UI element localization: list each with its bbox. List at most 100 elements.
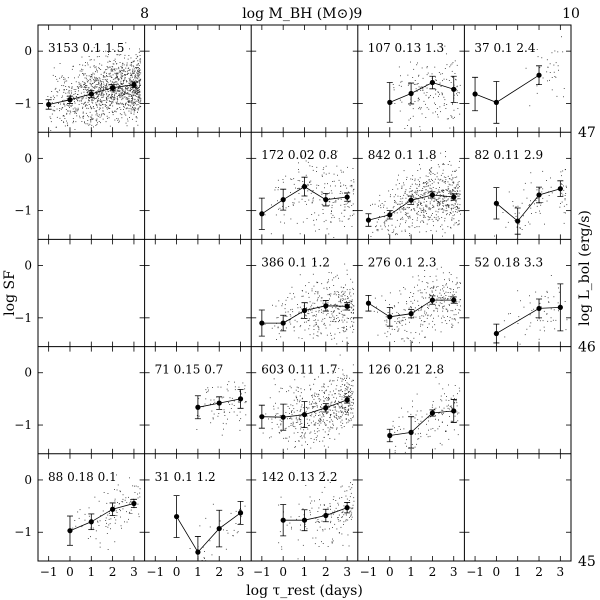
scatter-point	[332, 527, 333, 528]
scatter-point	[418, 310, 420, 312]
scatter-point	[330, 426, 331, 428]
scatter-point	[308, 296, 310, 298]
scatter-point	[345, 185, 347, 187]
scatter-point	[377, 230, 379, 232]
scatter-point	[345, 495, 347, 497]
scatter-point	[430, 230, 432, 231]
scatter-point	[75, 121, 77, 123]
scatter-point	[353, 189, 354, 190]
scatter-point	[548, 302, 550, 303]
scatter-point	[281, 548, 283, 550]
scatter-point	[563, 185, 564, 187]
scatter-point	[292, 204, 294, 206]
scatter-point	[437, 310, 438, 312]
scatter-point	[353, 403, 354, 405]
scatter-point	[401, 201, 403, 203]
scatter-point	[330, 295, 331, 297]
x-tick-label: −1	[146, 565, 164, 579]
scatter-point	[123, 104, 125, 106]
scatter-point	[451, 63, 453, 65]
scatter-point	[99, 520, 101, 522]
scatter-point	[388, 327, 390, 329]
scatter-point	[98, 82, 100, 84]
scatter-point	[424, 289, 426, 290]
scatter-point	[409, 297, 410, 298]
scatter-point	[339, 520, 341, 522]
scatter-point	[426, 413, 428, 415]
scatter-point	[418, 108, 420, 110]
scatter-point	[334, 292, 336, 294]
scatter-point	[116, 73, 118, 75]
scatter-point	[213, 399, 215, 401]
scatter-point	[119, 91, 121, 92]
scatter-point	[330, 402, 332, 404]
scatter-point	[336, 415, 338, 417]
scatter-point	[285, 299, 287, 301]
scatter-point	[332, 320, 334, 322]
scatter-point	[446, 204, 448, 206]
scatter-point	[512, 201, 514, 202]
scatter-point	[311, 290, 313, 292]
scatter-point	[116, 108, 118, 110]
scatter-point	[431, 167, 433, 169]
scatter-point	[106, 98, 107, 100]
scatter-point	[311, 304, 313, 306]
scatter-point	[77, 99, 79, 101]
scatter-point	[84, 87, 86, 89]
scatter-point	[132, 80, 134, 82]
scatter-point	[81, 97, 83, 99]
scatter-point	[329, 482, 331, 483]
scatter-point	[288, 407, 290, 409]
scatter-point	[340, 386, 342, 388]
data-point	[88, 519, 94, 525]
scatter-point	[454, 191, 456, 192]
scatter-point	[341, 414, 343, 416]
scatter-point	[437, 114, 438, 116]
scatter-point	[125, 87, 127, 89]
scatter-point	[203, 557, 205, 559]
series-line	[496, 307, 561, 334]
scatter-point	[280, 221, 282, 223]
scatter-point	[428, 191, 430, 193]
scatter-point	[426, 181, 428, 182]
scatter-point	[399, 290, 401, 292]
scatter-point	[435, 199, 437, 200]
scatter-point	[89, 98, 90, 99]
scatter-point	[416, 212, 418, 214]
scatter-point	[401, 80, 403, 82]
scatter-point	[95, 79, 97, 81]
scatter-point	[543, 310, 545, 312]
scatter-point	[100, 86, 102, 88]
scatter-point	[447, 204, 448, 205]
scatter-point	[450, 406, 452, 408]
scatter-point	[331, 211, 332, 212]
scatter-point	[417, 190, 419, 191]
scatter-point	[442, 179, 444, 181]
scatter-point	[85, 123, 87, 125]
scatter-point	[314, 412, 315, 413]
scatter-point	[331, 541, 333, 543]
scatter-point	[406, 337, 408, 339]
scatter-point	[298, 311, 300, 313]
scatter-point	[291, 413, 293, 415]
scatter-point	[557, 65, 559, 67]
scatter-point	[509, 313, 511, 314]
scatter-point	[339, 193, 341, 194]
scatter-point	[72, 97, 74, 99]
scatter-point	[88, 75, 90, 77]
scatter-point	[301, 186, 303, 188]
scatter-point	[435, 79, 437, 81]
scatter-point	[212, 387, 213, 388]
scatter-point	[341, 406, 343, 408]
scatter-point	[455, 78, 456, 80]
scatter-point	[331, 210, 332, 212]
scatter-point	[228, 402, 229, 404]
scatter-point	[404, 229, 406, 231]
scatter-point	[428, 208, 430, 210]
scatter-point	[316, 171, 317, 172]
scatter-point	[343, 292, 345, 294]
scatter-point	[61, 120, 63, 121]
scatter-point	[505, 226, 507, 228]
scatter-point	[112, 96, 114, 98]
data-point	[46, 101, 52, 108]
